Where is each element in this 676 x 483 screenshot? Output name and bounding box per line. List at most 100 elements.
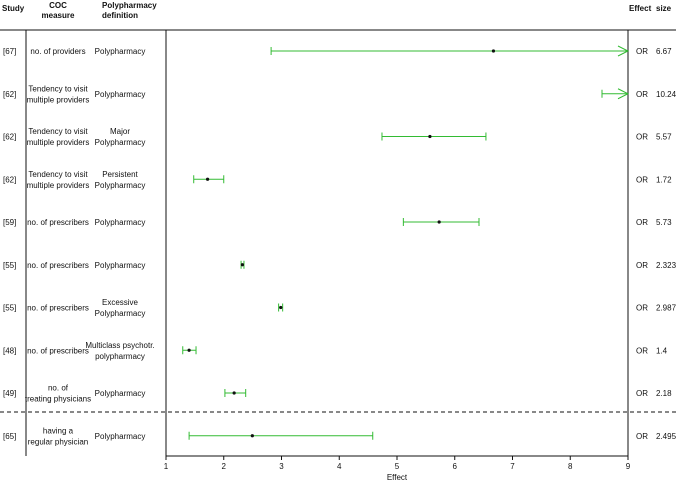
effect-size-label: 5.73 [656,218,672,227]
study-ref: [62] [3,175,16,184]
study-ref: [48] [3,346,16,355]
effect-size-label: 5.57 [656,133,672,142]
study-ref: [62] [3,90,16,99]
effect-size-label: 1.4 [656,346,668,355]
ci-upper-arrow [617,45,630,57]
x-tick-label: 4 [337,462,342,471]
x-axis: 1 2 3 4 5 6 7 8 9 [164,456,631,471]
effect-measure-label: OR [636,432,648,441]
coc-measure-label: multiple providers [27,181,90,190]
x-tick-label: 3 [279,462,284,471]
forest-row: [49] no. of treating physicians Polypharmac… [3,384,672,404]
effect-measure-label: OR [636,261,648,270]
polypharmacy-definition-label: Polypharmacy [95,138,146,147]
effect-measure-label: OR [636,218,648,227]
coc-measure-label: Tendency to visit [28,84,88,93]
x-tick-label: 9 [626,462,631,471]
point-estimate [205,177,210,181]
header-polypharmacy-definition-line1: Polypharmacy [102,1,157,10]
effect-measure-label: OR [636,346,648,355]
forest-row: [62] Tendency to visit multiple providers M… [3,127,672,147]
forest-row: [65] having a regular physician Polypharmac… [3,426,676,446]
coc-measure-label: having a [43,426,74,435]
x-tick-label: 5 [395,462,400,471]
forest-row: [55] no. of prescribers Excessive Polypharm… [3,298,676,318]
effect-size-label: 2.495 [656,432,676,441]
x-tick-label: 1 [164,462,169,471]
coc-measure-label: Tendency to visit [28,127,88,136]
coc-measure-label: no. of [48,384,69,393]
study-ref: [65] [3,432,16,441]
polypharmacy-definition-label: Persistent [102,170,138,179]
coc-measure-label: no. of prescribers [27,218,89,227]
rows-layer: [67] no. of providers Polypharmacy OR 6.67[6… [3,45,676,446]
polypharmacy-definition-label: Excessive [102,298,139,307]
study-ref: [49] [3,389,16,398]
header-polypharmacy-definition-line2: definition [102,11,138,20]
polypharmacy-definition-label: polypharmacy [95,352,145,361]
coc-measure-label: no. of prescribers [27,346,89,355]
point-estimate [437,220,441,224]
study-ref: [62] [3,133,16,142]
coc-measure-label: multiple providers [27,95,90,104]
coc-measure-label: no. of prescribers [27,304,89,313]
point-estimate [279,305,283,310]
point-estimate [187,348,191,352]
effect-size-label: 2.323 [656,261,676,270]
polypharmacy-definition-label: Major [110,127,130,136]
header-study: Study [2,4,25,13]
effect-size-label: 1.72 [656,175,672,184]
forest-row: [62] Tendency to visit multiple providers P… [3,84,676,104]
polypharmacy-definition-label: Polypharmacy [95,90,146,99]
coc-measure-label: multiple providers [27,138,90,147]
effect-size-label: 2.987 [656,304,676,313]
effect-measure-label: OR [636,175,648,184]
x-axis-label: Effect [387,473,408,482]
x-tick-label: 6 [453,462,458,471]
forest-row: [59] no. of prescribers Polypharmacy OR 5.73 [3,218,672,227]
point-estimate [491,49,496,53]
point-estimate [428,134,432,139]
forest-row: [55] no. of prescribers Polypharmacy OR 2.32… [3,260,676,270]
header-effect: Effect [629,4,652,13]
effect-size-label: 2.18 [656,389,672,398]
x-tick-label: 2 [222,462,227,471]
header-size: size [656,4,672,13]
polypharmacy-definition-label: Polypharmacy [95,261,146,270]
coc-measure-label: no. of providers [30,47,85,56]
point-estimate [232,391,236,395]
coc-measure-label: treating physicians [25,395,91,404]
polypharmacy-definition-label: Polypharmacy [95,47,146,56]
forest-row: [62] Tendency to visit multiple providers P… [3,170,672,190]
header-coc-measure-line1: COC [49,1,67,10]
study-ref: [59] [3,218,16,227]
x-tick-label: 8 [568,462,573,471]
point-estimate [240,263,245,267]
effect-measure-label: OR [636,304,648,313]
effect-measure-label: OR [636,47,648,56]
effect-size-label: 6.67 [656,47,672,56]
effect-measure-label: OR [636,389,648,398]
ci-upper-arrow [617,88,630,100]
header-coc-measure-line2: measure [42,11,75,20]
coc-measure-label: regular physician [28,437,88,446]
forest-row: [67] no. of providers Polypharmacy OR 6.67 [3,45,672,57]
effect-measure-label: OR [636,90,648,99]
effect-measure-label: OR [636,133,648,142]
polypharmacy-definition-label: Polypharmacy [95,309,146,318]
coc-measure-label: Tendency to visit [28,170,88,179]
coc-measure-label: no. of prescribers [27,261,89,270]
polypharmacy-definition-label: Polypharmacy [95,389,146,398]
polypharmacy-definition-label: Polypharmacy [95,181,146,190]
point-estimate [250,434,254,438]
x-tick-label: 7 [510,462,515,471]
polypharmacy-definition-label: Multiclass psychotr. [85,341,154,350]
effect-size-label: 10.24 [656,90,676,99]
study-ref: [67] [3,47,16,56]
study-ref: [55] [3,261,16,270]
polypharmacy-definition-label: Polypharmacy [95,218,146,227]
study-ref: [55] [3,304,16,313]
polypharmacy-definition-label: Polypharmacy [95,432,146,441]
